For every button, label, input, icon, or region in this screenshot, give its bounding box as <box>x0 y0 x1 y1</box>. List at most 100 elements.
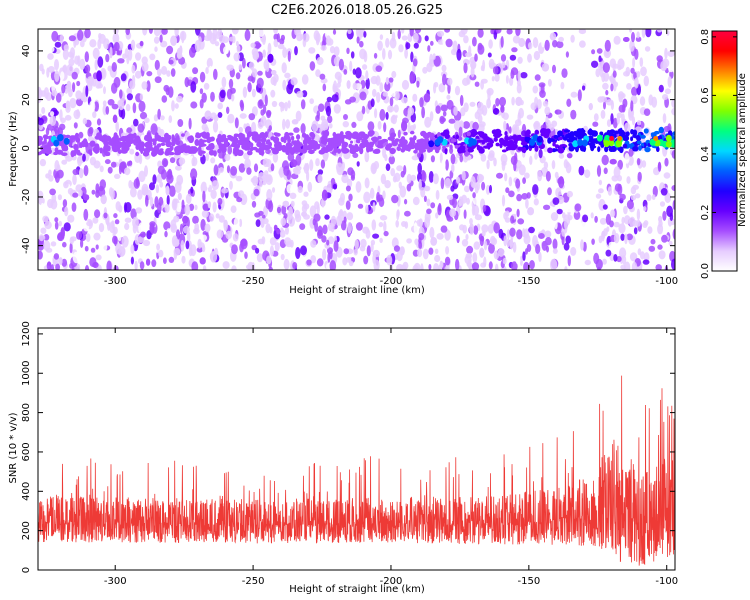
heatmap-cell <box>382 91 388 97</box>
heatmap-cell <box>430 237 438 246</box>
heatmap-cell <box>297 185 303 193</box>
heatmap-cell <box>463 209 467 219</box>
heatmap-cell <box>171 100 175 112</box>
heatmap-cell <box>518 38 526 47</box>
heatmap-cell <box>433 81 439 88</box>
heatmap-cell <box>236 45 241 53</box>
heatmap-cell <box>103 38 110 50</box>
heatmap-cell <box>513 159 517 172</box>
heatmap-cell <box>345 257 352 263</box>
heatmap-cell <box>124 217 132 223</box>
heatmap-cell <box>584 259 591 266</box>
heatmap-cell <box>77 29 84 41</box>
heatmap-cell <box>190 81 197 93</box>
heatmap-cell <box>383 230 389 237</box>
heatmap-cell <box>558 36 564 43</box>
heatmap-cell <box>450 138 457 143</box>
heatmap-cell <box>385 111 389 120</box>
heatmap-cell <box>230 205 237 213</box>
heatmap-cell <box>419 138 425 143</box>
heatmap-cell <box>478 147 485 154</box>
heatmap-cell <box>190 186 194 194</box>
heatmap-cell <box>268 125 272 132</box>
heatmap-cell <box>306 259 312 266</box>
heatmap-cell <box>662 94 669 100</box>
heatmap-cell <box>125 103 131 112</box>
heatmap-cell <box>396 146 401 152</box>
heatmap-cell <box>54 217 59 223</box>
heatmap-cell <box>168 185 176 197</box>
heatmap-cell <box>405 42 411 50</box>
heatmap-cell <box>61 84 66 94</box>
heatmap-cell <box>616 112 623 119</box>
heatmap-cell <box>391 90 396 98</box>
heatmap-cell <box>148 29 153 34</box>
heatmap-cell <box>49 188 56 196</box>
heatmap-cell <box>255 134 262 140</box>
heatmap-cell <box>154 59 160 71</box>
heatmap-cell <box>430 40 434 46</box>
heatmap-cell <box>231 244 238 255</box>
heatmap-cell <box>236 149 244 156</box>
heatmap-cell <box>671 123 675 132</box>
heatmap-cell <box>552 248 558 254</box>
heatmap-cell <box>113 29 119 35</box>
heatmap-cell <box>414 29 422 34</box>
heatmap-cell <box>371 163 377 174</box>
heatmap-cell <box>569 131 575 135</box>
heatmap-cell <box>57 194 63 201</box>
heatmap-cell <box>608 241 614 248</box>
heatmap-cell <box>558 176 565 189</box>
heatmap-cell <box>485 184 491 195</box>
heatmap-cell <box>85 64 91 73</box>
heatmap-cell <box>78 189 83 197</box>
heatmap-cell <box>618 91 625 100</box>
heatmap-cell <box>103 212 108 219</box>
heatmap-cell <box>91 189 96 195</box>
heatmap-cell <box>514 152 518 162</box>
heatmap-cell <box>288 206 293 218</box>
heatmap-cell <box>316 143 321 148</box>
heatmap-cell <box>242 57 246 69</box>
heatmap-cell <box>644 147 651 153</box>
heatmap-cell <box>488 39 493 49</box>
heatmap-cell <box>240 139 247 145</box>
heatmap-cell <box>105 53 110 63</box>
heatmap-cell <box>199 88 204 95</box>
heatmap-cell <box>631 86 638 97</box>
heatmap-cell <box>663 172 671 179</box>
heatmap-cell <box>551 160 556 170</box>
heatmap-cell <box>322 224 328 235</box>
heatmap-cell <box>359 147 364 155</box>
heatmap-cell <box>552 238 558 250</box>
heatmap-cell <box>54 70 60 82</box>
heatmap-cell <box>506 229 510 239</box>
heatmap-cell <box>487 224 495 234</box>
heatmap-cell <box>372 201 376 212</box>
heatmap-cell <box>639 57 644 67</box>
heatmap-cell <box>62 48 69 61</box>
heatmap-cell <box>477 29 484 38</box>
heatmap-cell <box>594 215 598 223</box>
heatmap-cell <box>140 146 145 152</box>
heatmap-cell <box>271 187 276 193</box>
heatmap-cell <box>47 46 55 53</box>
heatmap-cell <box>144 117 150 124</box>
y-tick-label: 1200 <box>21 321 32 346</box>
heatmap-cell <box>494 263 499 270</box>
heatmap-cell <box>353 248 358 256</box>
heatmap-cell <box>76 109 80 117</box>
heatmap-cell <box>509 54 517 61</box>
heatmap-cell <box>295 247 301 259</box>
heatmap-cell <box>450 185 455 192</box>
heatmap-cell <box>285 226 289 235</box>
heatmap-cell <box>51 89 58 97</box>
heatmap-cell <box>218 215 225 223</box>
heatmap-cell <box>251 200 257 208</box>
heatmap-cell <box>487 153 495 162</box>
heatmap-cell <box>467 147 474 153</box>
heatmap-cell <box>99 147 103 154</box>
heatmap-cell <box>474 53 478 62</box>
heatmap-peak <box>609 136 615 141</box>
heatmap-cell <box>545 116 549 127</box>
